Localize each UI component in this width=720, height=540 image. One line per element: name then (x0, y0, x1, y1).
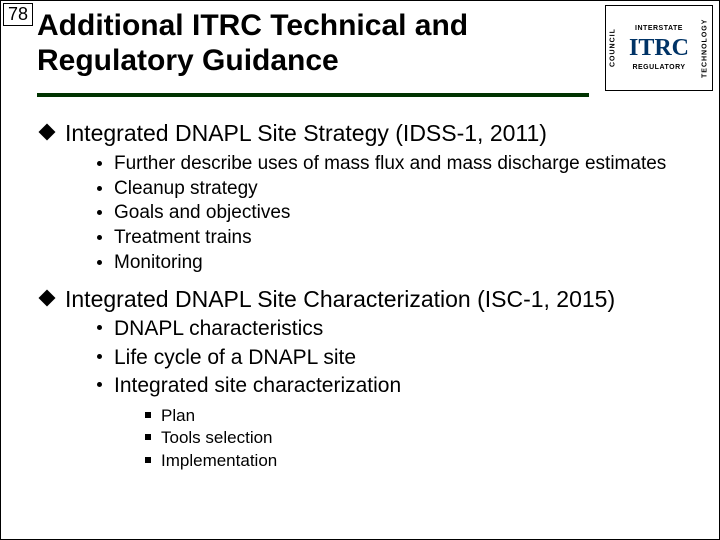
logo-main-text: ITRC (629, 36, 689, 60)
logo-bottom-text: REGULATORY (632, 64, 685, 71)
list-item-text: Life cycle of a DNAPL site (114, 344, 356, 371)
list-item-text: Further describe uses of mass flux and m… (114, 152, 666, 176)
list-item: Implementation (145, 450, 699, 471)
square-bullet-icon (145, 457, 151, 463)
list-item: Integrated site characterization (97, 372, 699, 399)
logo-center: INTERSTATE ITRC REGULATORY (620, 6, 698, 90)
list-item-text: Treatment trains (114, 226, 252, 250)
dot-bullet-icon (97, 235, 102, 240)
list-item: Treatment trains (97, 226, 699, 250)
section-2-heading: Integrated DNAPL Site Characterization (… (37, 285, 699, 314)
list-item-text: Goals and objectives (114, 201, 290, 225)
section-2-list: DNAPL characteristics Life cycle of a DN… (37, 315, 699, 399)
section-heading-text: Integrated DNAPL Site Characterization (… (65, 285, 615, 314)
section-2-sublist: Plan Tools selection Implementation (37, 405, 699, 471)
diamond-bullet-icon (39, 124, 56, 141)
list-item: Tools selection (145, 427, 699, 448)
list-item: Cleanup strategy (97, 177, 699, 201)
logo-right-text: TECHNOLOGY (698, 6, 712, 90)
slide-title: Additional ITRC Technical and Regulatory… (37, 9, 605, 78)
slide-content: Integrated DNAPL Site Strategy (IDSS-1, … (1, 97, 719, 471)
list-item-text: Monitoring (114, 251, 203, 275)
dot-bullet-icon (97, 161, 102, 166)
logo-left-text: COUNCIL (606, 6, 620, 90)
list-item: Monitoring (97, 251, 699, 275)
list-item: Goals and objectives (97, 201, 699, 225)
dot-bullet-icon (97, 382, 102, 387)
square-bullet-icon (145, 412, 151, 418)
dot-bullet-icon (97, 354, 102, 359)
dot-bullet-icon (97, 260, 102, 265)
list-item-text: Cleanup strategy (114, 177, 258, 201)
itrc-logo: COUNCIL INTERSTATE ITRC REGULATORY TECHN… (605, 5, 713, 91)
list-item-text: Integrated site characterization (114, 372, 401, 399)
diamond-bullet-icon (39, 289, 56, 306)
section-1-heading: Integrated DNAPL Site Strategy (IDSS-1, … (37, 119, 699, 148)
section-1-list: Further describe uses of mass flux and m… (37, 152, 699, 275)
square-bullet-icon (145, 434, 151, 440)
dot-bullet-icon (97, 186, 102, 191)
dot-bullet-icon (97, 325, 102, 330)
list-item: Life cycle of a DNAPL site (97, 344, 699, 371)
section-heading-text: Integrated DNAPL Site Strategy (IDSS-1, … (65, 119, 547, 148)
logo-top-text: INTERSTATE (635, 25, 683, 32)
slide-header: Additional ITRC Technical and Regulatory… (1, 1, 719, 91)
list-item-text: DNAPL characteristics (114, 315, 323, 342)
list-item-text: Tools selection (161, 427, 273, 448)
list-item-text: Implementation (161, 450, 277, 471)
list-item: DNAPL characteristics (97, 315, 699, 342)
list-item: Further describe uses of mass flux and m… (97, 152, 699, 176)
list-item: Plan (145, 405, 699, 426)
dot-bullet-icon (97, 210, 102, 215)
list-item-text: Plan (161, 405, 195, 426)
page-number: 78 (3, 3, 33, 26)
